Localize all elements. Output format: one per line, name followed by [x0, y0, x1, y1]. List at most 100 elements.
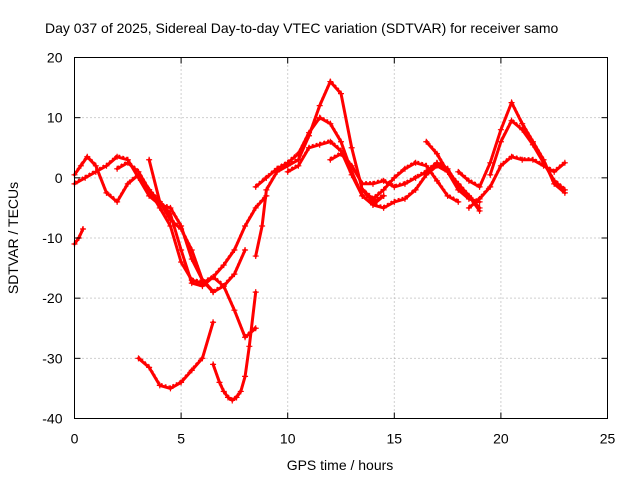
data-point [242, 334, 249, 341]
y-tick-label: 20 [47, 50, 63, 66]
data-point [401, 165, 408, 172]
data-point [465, 192, 472, 199]
series-marks-track-14 [457, 98, 566, 192]
series-track-13 [424, 140, 482, 210]
data-point [259, 222, 266, 229]
data-point [455, 198, 462, 205]
data-point [348, 162, 355, 169]
data-point [233, 394, 240, 401]
y-tick-label: 10 [47, 110, 63, 126]
series-track-5 [211, 290, 258, 402]
series-track-14 [456, 101, 567, 195]
series-marks-track-15 [468, 154, 566, 207]
data-point [178, 225, 185, 232]
data-point [455, 180, 462, 187]
data-point [327, 120, 334, 127]
data-point [476, 204, 483, 211]
data-point [551, 168, 558, 175]
data-point [369, 195, 376, 202]
data-point [561, 159, 568, 166]
data-point [274, 165, 281, 172]
data-point [124, 180, 131, 187]
data-point [519, 156, 526, 163]
data-point [263, 174, 270, 181]
data-point [156, 382, 163, 389]
data-point [369, 201, 376, 208]
data-point [80, 225, 87, 232]
data-point [338, 150, 344, 157]
data-point [508, 99, 515, 106]
data-point [561, 186, 568, 193]
data-point [476, 195, 483, 202]
y-tick-label: -20 [42, 290, 62, 306]
data-point [229, 397, 236, 404]
series-marks-track-12 [361, 160, 459, 201]
data-point [252, 325, 259, 332]
data-point [359, 186, 366, 193]
data-point [465, 177, 472, 184]
data-point [246, 343, 253, 350]
data-point [156, 198, 163, 205]
data-point [210, 319, 217, 326]
series-track-15 [467, 155, 567, 210]
data-point [146, 156, 153, 163]
data-point [487, 183, 494, 190]
series-track-4 [137, 320, 215, 390]
data-point [188, 247, 195, 254]
data-point [92, 162, 99, 169]
data-point [508, 117, 515, 124]
data-point [455, 168, 462, 175]
data-point [412, 174, 419, 181]
data-point [465, 204, 472, 211]
data-point [327, 138, 334, 145]
x-tick-label: 25 [600, 431, 616, 447]
data-point [391, 183, 398, 190]
data-point [338, 90, 344, 97]
data-point [146, 364, 153, 371]
data-point [412, 186, 419, 193]
axis-ticks: 0 5 10 15 20 25 -40 -30 -20 -10 0 10 20 [42, 50, 615, 447]
data-point [316, 141, 323, 148]
series-track-16 [488, 119, 567, 192]
data-point [497, 162, 504, 169]
data-point [146, 186, 153, 193]
data-point [284, 159, 291, 166]
data-point [167, 385, 174, 392]
data-point [188, 277, 195, 284]
data-point [167, 204, 174, 211]
series-marks-track-13 [425, 139, 481, 207]
x-tick-label: 20 [493, 431, 509, 447]
data-point [178, 259, 185, 266]
data-point [82, 174, 89, 181]
data-point [252, 253, 259, 260]
data-point [338, 138, 344, 145]
y-tick-label: -30 [42, 350, 62, 366]
data-point [529, 141, 536, 148]
data-point [529, 156, 536, 163]
plot-frame [74, 57, 608, 419]
data-point [327, 156, 334, 163]
data-point [225, 394, 232, 401]
data-point [220, 283, 227, 290]
grid-lines [74, 57, 608, 419]
data-point [401, 180, 408, 187]
data-point [540, 159, 547, 166]
data-point [487, 171, 494, 178]
data-point [92, 168, 99, 175]
data-point [551, 177, 558, 184]
data-point [237, 388, 244, 395]
x-tick-label: 15 [387, 431, 403, 447]
data-point [178, 247, 185, 254]
data-point [487, 159, 494, 166]
data-point [220, 262, 227, 269]
data-point [444, 168, 451, 175]
data-point [124, 159, 131, 166]
data-point [231, 271, 238, 278]
data-point [167, 216, 174, 223]
data-point [519, 120, 526, 127]
data-point [306, 129, 313, 136]
series-marks-track-16 [489, 117, 566, 189]
series-marks-track-3 [116, 159, 257, 337]
data-point [444, 192, 451, 199]
